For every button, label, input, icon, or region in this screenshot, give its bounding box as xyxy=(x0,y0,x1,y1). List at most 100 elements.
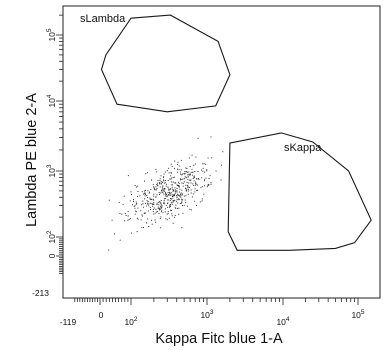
event-dot xyxy=(174,190,176,192)
event-dot xyxy=(162,191,164,193)
event-dot xyxy=(182,182,184,184)
event-dot xyxy=(156,194,158,196)
gate-sKappa[interactable] xyxy=(227,132,372,251)
event-dot xyxy=(186,171,188,173)
event-dot xyxy=(156,211,158,212)
event-dot xyxy=(176,191,178,193)
event-dot xyxy=(201,186,203,188)
event-dot xyxy=(155,208,157,210)
event-dot xyxy=(160,205,162,207)
event-dot xyxy=(155,186,157,188)
event-dot xyxy=(151,223,153,225)
event-dot xyxy=(146,195,148,197)
event-dot xyxy=(172,222,174,224)
event-dot xyxy=(204,178,206,180)
event-dot xyxy=(162,187,164,189)
event-dot xyxy=(180,173,181,175)
event-dot xyxy=(182,185,184,187)
event-dot xyxy=(210,182,212,184)
event-dot xyxy=(171,177,173,179)
event-dot xyxy=(168,191,170,193)
event-dot xyxy=(149,197,151,199)
event-dot xyxy=(165,198,167,200)
event-dot xyxy=(124,220,126,222)
event-dot xyxy=(147,218,149,220)
event-dot xyxy=(181,192,183,194)
event-dot xyxy=(195,178,197,180)
event-dot xyxy=(119,213,121,214)
event-dot xyxy=(171,188,173,190)
event-dot xyxy=(122,204,124,206)
event-dot xyxy=(165,192,167,194)
event-dot xyxy=(181,200,183,202)
event-dot xyxy=(174,216,175,218)
event-dot xyxy=(187,176,189,178)
event-dot xyxy=(177,202,179,204)
event-dot xyxy=(193,185,195,186)
event-dot xyxy=(180,194,182,196)
event-dot xyxy=(177,168,178,170)
y-tick-label: 102 xyxy=(46,230,57,243)
event-dot xyxy=(177,194,179,196)
event-dot xyxy=(161,189,162,191)
event-dot xyxy=(169,206,171,208)
event-dot xyxy=(158,201,160,203)
event-dot xyxy=(111,219,113,221)
event-dot xyxy=(166,219,168,221)
event-dot xyxy=(155,189,157,191)
event-dot xyxy=(178,165,180,167)
event-dot xyxy=(184,176,186,178)
event-dot xyxy=(195,181,197,183)
gate-label-sKappa: sKappa xyxy=(284,142,322,154)
x-axis-title: Kappa Fitc blue 1-A xyxy=(155,331,283,347)
event-dot xyxy=(185,167,187,169)
event-dot xyxy=(167,202,169,204)
event-dot xyxy=(149,202,151,204)
event-dot xyxy=(187,174,189,176)
event-dot xyxy=(170,175,172,177)
event-dot xyxy=(128,219,130,220)
event-dot xyxy=(178,213,180,215)
event-dot xyxy=(170,172,172,174)
event-dot xyxy=(163,190,165,192)
event-dot xyxy=(160,216,162,218)
event-dot xyxy=(166,193,167,195)
event-dot xyxy=(178,183,180,185)
event-dot xyxy=(176,190,178,192)
event-dot xyxy=(164,194,166,196)
event-dot xyxy=(196,190,198,191)
event-dot xyxy=(143,206,145,208)
event-dot xyxy=(152,184,154,186)
event-dot xyxy=(194,188,196,190)
event-dot xyxy=(146,172,148,174)
event-dot xyxy=(162,211,164,213)
event-dot xyxy=(184,171,186,173)
event-dot xyxy=(163,177,164,179)
event-dot xyxy=(208,184,210,186)
event-dot xyxy=(171,183,173,185)
x-tick-label: 102 xyxy=(124,316,137,327)
event-dot xyxy=(159,218,161,219)
event-dot xyxy=(137,207,139,209)
event-dot xyxy=(184,172,186,174)
gate-sLambda[interactable] xyxy=(100,14,231,113)
event-dot xyxy=(164,190,166,192)
y-tick-label: 0 xyxy=(47,253,57,258)
event-dot xyxy=(210,136,212,138)
event-dot xyxy=(171,215,173,217)
event-dot xyxy=(182,199,184,201)
event-dot xyxy=(129,218,131,220)
event-dot xyxy=(180,159,182,161)
event-dot xyxy=(161,190,163,192)
event-dot xyxy=(153,193,155,195)
event-dot xyxy=(143,193,145,195)
event-dot xyxy=(187,187,189,189)
event-dot xyxy=(187,185,189,187)
event-dot xyxy=(160,200,162,201)
event-dot xyxy=(174,215,176,216)
event-dot xyxy=(191,168,193,170)
event-dot xyxy=(173,200,175,202)
event-dot xyxy=(159,186,161,188)
x-tick-label: 105 xyxy=(351,309,364,320)
event-dot xyxy=(176,198,178,200)
